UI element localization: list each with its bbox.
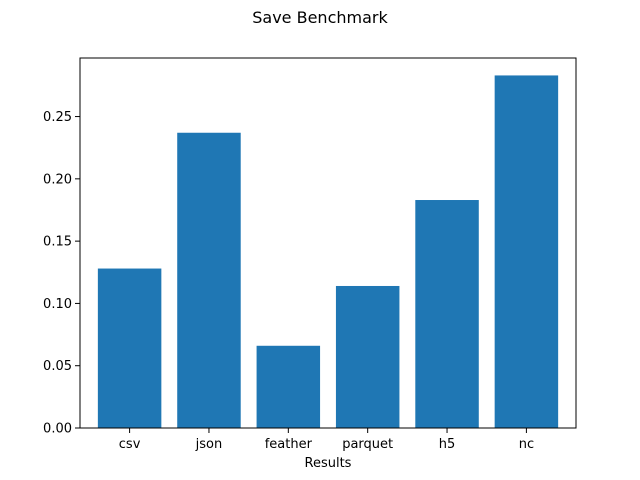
y-tick-label: 0.15: [43, 235, 72, 250]
x-tick-label-h5: h5: [439, 437, 456, 452]
bar-feather: [256, 345, 321, 428]
bars-layer: [97, 75, 559, 428]
x-axis-label: Results: [305, 456, 352, 471]
bar-h5: [415, 200, 479, 428]
y-axis: 0.00 0.05 0.10 0.15 0.20 0.25: [43, 110, 80, 437]
x-axis: csv json feather parquet h5 nc: [119, 428, 534, 452]
y-tick-label: 0.25: [43, 110, 72, 125]
plot-frame: [79, 57, 577, 429]
x-tick-label-csv: csv: [119, 437, 141, 452]
bar-json: [177, 132, 241, 428]
y-tick-label: 0.05: [43, 359, 72, 374]
y-tick-label: 0.00: [43, 422, 72, 437]
x-tick-label-parquet: parquet: [342, 437, 393, 452]
chart-title: Save Benchmark: [252, 8, 388, 27]
x-tick-label-feather: feather: [265, 437, 313, 452]
bar-csv: [97, 268, 162, 428]
y-tick-label: 0.10: [43, 297, 72, 312]
y-tick-label: 0.20: [43, 172, 72, 187]
bar-parquet: [335, 285, 400, 428]
x-tick-label-nc: nc: [519, 437, 534, 452]
x-tick-label-json: json: [195, 437, 223, 452]
bar-nc: [494, 75, 559, 428]
